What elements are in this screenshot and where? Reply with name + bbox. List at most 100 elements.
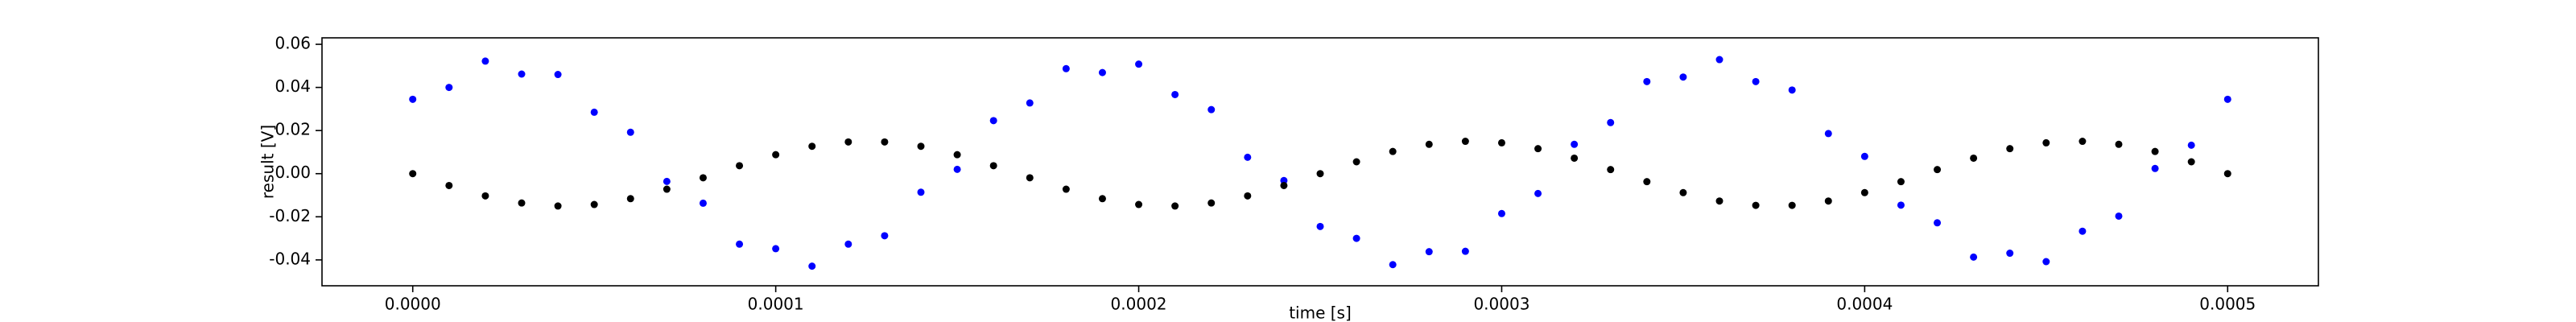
y-tick-label: -0.02 [269, 206, 311, 225]
point [518, 199, 526, 207]
point [1461, 247, 1469, 255]
point [1171, 202, 1179, 210]
point [1244, 153, 1252, 161]
point [1897, 201, 1905, 209]
point [409, 170, 417, 178]
point [1316, 170, 1324, 178]
point [2042, 258, 2050, 266]
point [1715, 197, 1724, 205]
point [881, 232, 889, 240]
point [989, 117, 997, 125]
point [808, 142, 816, 151]
point [1389, 261, 1397, 269]
point [481, 57, 489, 65]
point [1208, 199, 1216, 207]
point [1389, 147, 1397, 155]
point [518, 70, 526, 78]
y-tick-label: 0.00 [275, 163, 311, 182]
y-axis-label: result [V] [258, 125, 278, 199]
x-tick-label: 0.0003 [1473, 295, 1530, 314]
point [844, 240, 852, 248]
point [2187, 158, 2195, 166]
point [1715, 56, 1724, 64]
y-tick-label: 0.02 [275, 120, 311, 139]
point [953, 151, 961, 159]
point [554, 71, 562, 79]
point [1244, 192, 1252, 200]
point [2079, 138, 2087, 146]
point [2042, 138, 2050, 147]
point [445, 181, 453, 189]
point [1352, 158, 1360, 166]
point [445, 84, 453, 92]
point [1679, 188, 1687, 196]
point [1752, 77, 1760, 85]
point [1571, 140, 1579, 148]
point [772, 245, 780, 253]
point [808, 262, 816, 270]
x-axis-label: time [s] [1289, 303, 1352, 322]
y-tick-label: -0.04 [269, 249, 311, 268]
point [2006, 250, 2014, 258]
point [1425, 248, 1433, 256]
point [2079, 227, 2087, 235]
point [1860, 188, 1868, 196]
point [1752, 201, 1760, 209]
point [1062, 185, 1070, 193]
point [1098, 195, 1106, 203]
x-tick-label: 0.0000 [385, 295, 441, 314]
x-tick-label: 0.0005 [2199, 295, 2256, 314]
point [409, 95, 417, 103]
point [917, 188, 925, 196]
point [1497, 209, 1505, 217]
point [1788, 86, 1796, 94]
point [917, 142, 925, 151]
x-tick-label: 0.0004 [1836, 295, 1893, 314]
point [1860, 152, 1868, 160]
point [626, 128, 634, 136]
point [2115, 140, 2123, 148]
point [554, 202, 562, 210]
plot-frame [321, 37, 2319, 287]
point [663, 177, 671, 185]
point [1934, 166, 1942, 174]
y-tick-label: 0.06 [275, 34, 311, 53]
y-tick-label: 0.04 [275, 76, 311, 96]
point [736, 162, 744, 170]
point [2151, 164, 2159, 172]
point [590, 108, 598, 116]
point [989, 162, 997, 170]
point [1280, 176, 1288, 184]
point [1098, 68, 1106, 76]
point [663, 185, 671, 193]
point [1352, 234, 1360, 242]
point [1607, 118, 1615, 126]
point [1643, 77, 1651, 85]
point [1026, 174, 1034, 182]
point [1934, 219, 1942, 227]
point [1970, 154, 1978, 162]
point [1026, 99, 1034, 107]
point [1171, 90, 1179, 98]
point [1571, 154, 1579, 162]
point [1643, 178, 1651, 186]
point [881, 138, 889, 146]
point [2223, 95, 2231, 103]
point [1280, 181, 1288, 189]
point [1461, 138, 1469, 146]
point [2151, 147, 2159, 155]
point [1607, 166, 1615, 174]
point [2115, 212, 2123, 220]
point [772, 151, 780, 159]
point [1534, 145, 1542, 153]
point [1824, 130, 1832, 138]
point [1497, 138, 1505, 147]
point [1788, 201, 1796, 209]
point [1135, 60, 1143, 68]
point [2187, 141, 2195, 149]
point [1897, 178, 1905, 186]
point [1679, 73, 1687, 81]
point [699, 174, 707, 182]
